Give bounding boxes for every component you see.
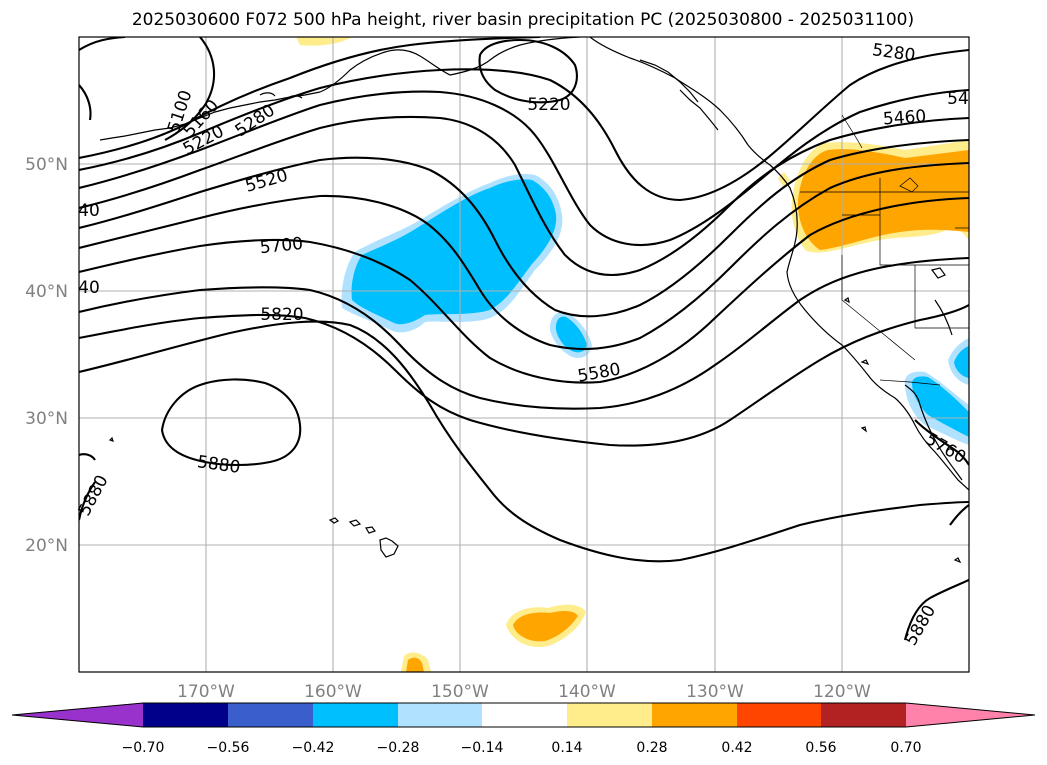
colorbar-tick-label: 0.70 xyxy=(890,740,921,756)
lon-label-150w: 150°W xyxy=(431,682,489,702)
colorbar-tick-label: −0.42 xyxy=(292,740,335,756)
colorbar-bin xyxy=(652,703,737,727)
contour-label: 5700 xyxy=(259,234,304,258)
lon-label-120w: 120°W xyxy=(813,682,871,702)
colorbar-tick-label: 0.28 xyxy=(636,740,667,756)
colorbar-over-triangle xyxy=(906,703,1035,727)
colorbar-tick-label: 0.42 xyxy=(721,740,752,756)
coastlines xyxy=(99,37,969,564)
map-frame xyxy=(78,36,970,673)
colorbar-tick-label: −0.56 xyxy=(207,740,250,756)
lat-label-50n: 50°N xyxy=(25,155,68,175)
contour-label: 5220 xyxy=(527,95,570,115)
figure-title: 2025030600 F072 500 hPa height, river ba… xyxy=(132,10,914,30)
contour-label: 40 xyxy=(78,201,100,221)
colorbar-bin xyxy=(567,703,652,727)
lat-label-20n: 20°N xyxy=(25,536,68,556)
colorbar-tick-label: −0.70 xyxy=(122,740,165,756)
contour-label: 54 xyxy=(947,89,969,109)
height-contours xyxy=(79,37,969,641)
lon-label-160w: 160°W xyxy=(304,682,362,702)
colorbar-tick-label: 0.56 xyxy=(805,740,836,756)
colorbar-bin xyxy=(737,703,821,727)
lat-label-30n: 30°N xyxy=(25,409,68,429)
latitude-labels: 50°N 40°N 30°N 20°N xyxy=(25,155,68,556)
longitude-labels: 170°W 160°W 150°W 140°W 130°W 120°W xyxy=(177,682,871,702)
colorbar-outline xyxy=(11,702,1036,728)
colorbar-bin xyxy=(143,703,228,727)
contour-label: 5820 xyxy=(260,305,303,325)
colorbar-bin xyxy=(482,703,567,727)
map-panel: 5100 5160 5220 5280 5220 5280 54 5460 40… xyxy=(25,36,970,702)
lat-label-40n: 40°N xyxy=(25,282,68,302)
colorbar: −0.70 −0.56 −0.42 −0.28 −0.14 0.14 0.28 … xyxy=(11,702,1036,756)
colorbar-bin xyxy=(398,703,482,727)
colorbar-under-triangle xyxy=(12,703,143,727)
colorbar-bin xyxy=(313,703,398,727)
lon-label-130w: 130°W xyxy=(686,682,744,702)
colorbar-bin xyxy=(228,703,313,727)
colorbar-tick-labels: −0.70 −0.56 −0.42 −0.28 −0.14 0.14 0.28 … xyxy=(122,740,922,756)
lon-label-140w: 140°W xyxy=(558,682,616,702)
colorbar-tick-label: −0.14 xyxy=(461,740,504,756)
contour-label: 5460 xyxy=(882,107,927,130)
colorbar-tick-label: 0.14 xyxy=(551,740,582,756)
colorbar-bin xyxy=(821,703,906,727)
contour-label: 40 xyxy=(78,278,100,298)
lon-label-170w: 170°W xyxy=(177,682,235,702)
colorbar-tick-label: −0.28 xyxy=(377,740,420,756)
